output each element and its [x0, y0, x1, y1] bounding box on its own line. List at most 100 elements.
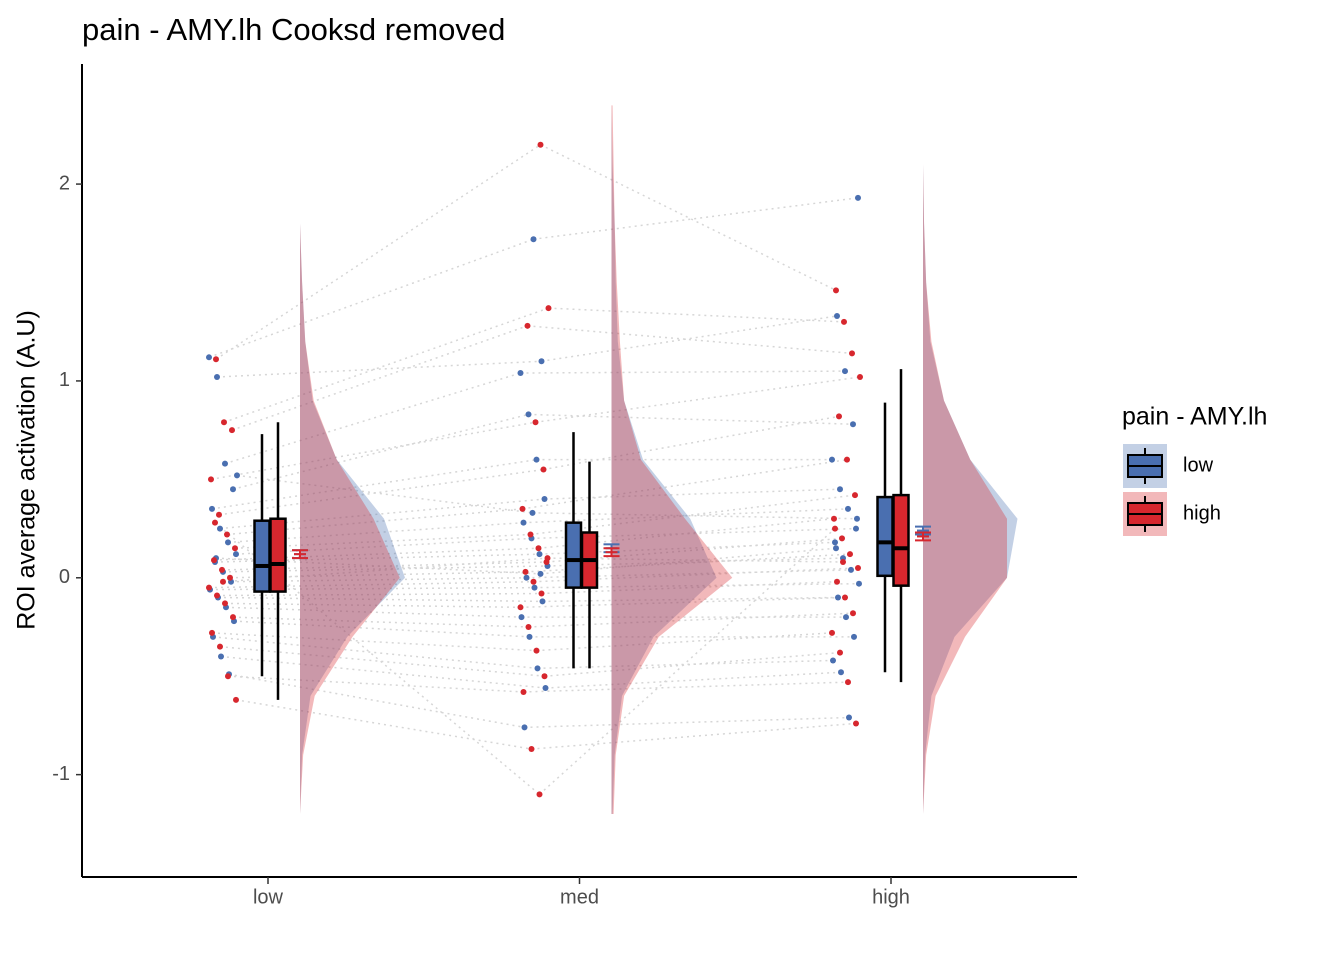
y-tick-label: 2	[59, 172, 70, 194]
data-point	[211, 557, 217, 564]
data-point	[216, 511, 222, 518]
data-point	[536, 791, 543, 798]
legend-title: pain - AMY.lh	[1122, 403, 1267, 431]
data-point	[829, 629, 835, 636]
data-point	[833, 287, 839, 294]
y-axis-title: ROI average activation (A.U)	[13, 310, 41, 630]
connector	[542, 596, 839, 603]
connector	[545, 671, 842, 689]
data-point	[850, 610, 856, 617]
data-point	[845, 505, 851, 512]
data-point	[208, 476, 214, 483]
data-point	[851, 633, 857, 640]
data-point	[841, 318, 847, 325]
connector	[215, 144, 541, 360]
data-point	[230, 614, 236, 621]
data-point	[830, 657, 836, 664]
connector	[214, 522, 540, 795]
data-point	[853, 525, 859, 532]
connector	[536, 632, 833, 652]
connector	[533, 197, 859, 240]
data-point	[528, 746, 535, 753]
data-point	[835, 594, 841, 601]
connector	[210, 421, 536, 481]
data-point	[533, 456, 540, 463]
data-point	[220, 578, 226, 585]
data-point	[527, 531, 534, 538]
connector	[232, 616, 529, 628]
data-point	[832, 539, 838, 546]
data-point	[523, 574, 530, 581]
data-point	[542, 685, 549, 692]
data-point	[845, 679, 851, 686]
data-point	[221, 419, 227, 426]
density	[611, 105, 733, 815]
x-tick-label: low	[253, 886, 284, 908]
data-point	[224, 531, 230, 538]
data-point	[840, 559, 846, 566]
connector	[535, 376, 861, 424]
data-point	[522, 568, 529, 575]
density	[300, 105, 400, 815]
data-point	[539, 598, 546, 605]
connector	[532, 512, 858, 520]
data-point	[533, 647, 540, 654]
connector	[538, 528, 836, 795]
connector	[523, 681, 849, 693]
density	[611, 105, 717, 815]
connector	[227, 675, 524, 693]
data-point	[847, 551, 853, 558]
connector	[228, 673, 525, 729]
box	[253, 519, 271, 593]
data-point	[222, 460, 228, 467]
y-tick-label: 1	[59, 369, 70, 391]
data-point	[206, 584, 212, 591]
connector	[220, 655, 546, 689]
data-point	[837, 486, 843, 493]
data-point	[846, 714, 852, 721]
data-point	[525, 411, 532, 418]
connector	[527, 325, 853, 355]
connector	[540, 144, 837, 292]
data-point	[844, 456, 850, 463]
connector	[233, 620, 530, 638]
data-point	[834, 312, 840, 319]
data-point	[529, 509, 536, 516]
connector	[211, 458, 537, 510]
data-point	[838, 669, 844, 676]
connector	[223, 307, 549, 423]
data-point	[219, 566, 225, 573]
data-point	[520, 688, 527, 695]
data-point	[534, 665, 541, 672]
data-point	[519, 505, 526, 512]
data-point	[214, 373, 220, 380]
connector	[524, 716, 850, 729]
data-point	[536, 551, 543, 558]
data-point	[524, 322, 531, 329]
data-point	[518, 614, 525, 621]
data-point	[233, 551, 239, 558]
data-point	[233, 696, 239, 703]
y-tick-label: -1	[52, 763, 70, 785]
data-point	[850, 421, 856, 428]
data-point	[857, 373, 863, 380]
connector	[216, 592, 542, 597]
connector	[211, 632, 537, 652]
connector	[528, 612, 854, 628]
data-point	[214, 592, 220, 599]
data-point	[234, 472, 240, 479]
data-point	[209, 629, 215, 636]
data-point	[538, 590, 545, 597]
chart-title: pain - AMY.lh Cooksd removed	[82, 12, 505, 47]
data-point	[831, 515, 837, 522]
connector	[537, 659, 834, 670]
data-point	[209, 505, 215, 512]
connector	[235, 699, 532, 750]
connector	[212, 636, 538, 670]
connector	[224, 372, 521, 465]
data-point	[517, 604, 524, 611]
data-point	[537, 570, 544, 577]
connector	[548, 307, 845, 323]
data-point	[541, 673, 548, 680]
connector	[218, 468, 544, 516]
